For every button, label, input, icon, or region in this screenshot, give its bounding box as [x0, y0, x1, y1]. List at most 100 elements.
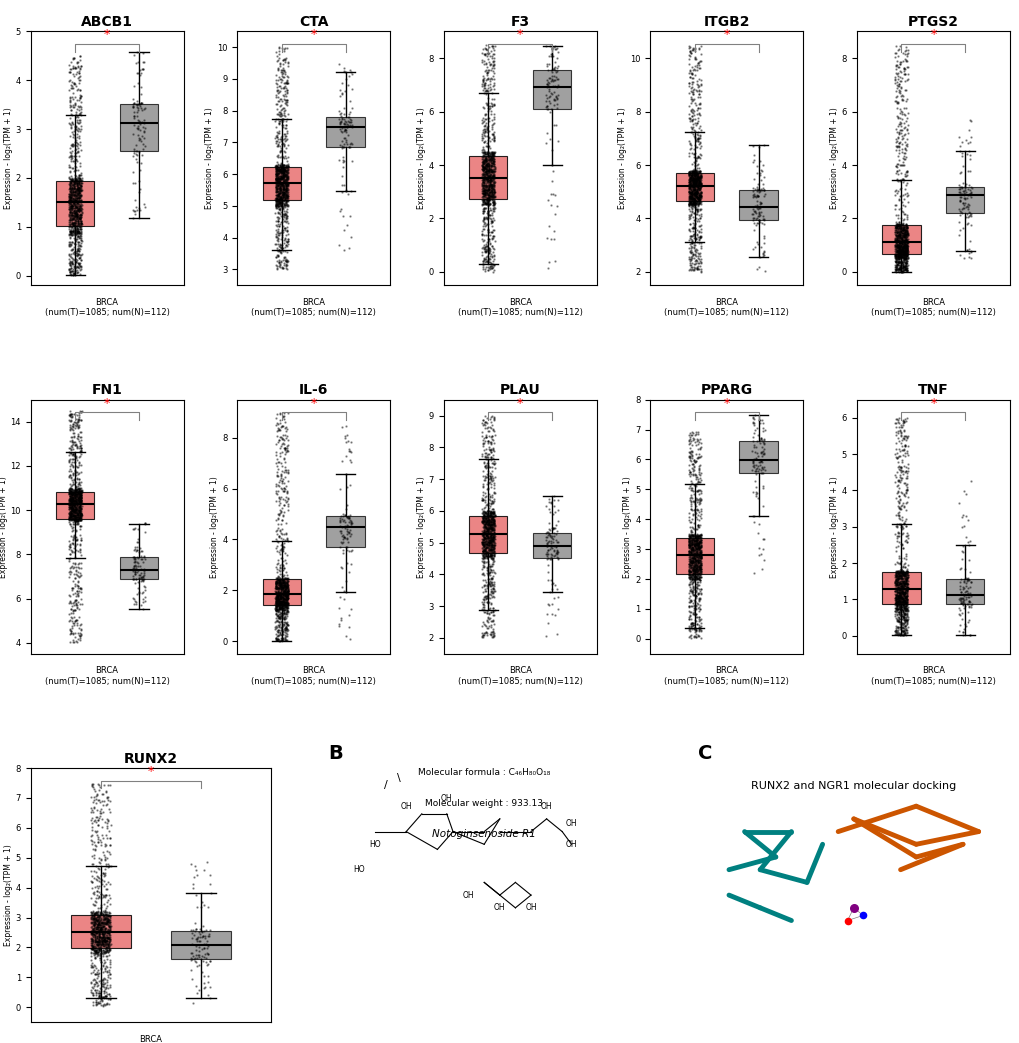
Point	[893, 535, 909, 552]
Point	[68, 507, 85, 524]
Point	[269, 631, 285, 648]
Point	[479, 50, 495, 67]
Point	[895, 550, 911, 566]
Point	[187, 953, 204, 970]
Point	[337, 71, 354, 88]
Point	[268, 603, 284, 620]
Point	[474, 128, 490, 145]
Point	[486, 602, 502, 618]
Point	[474, 244, 490, 261]
Point	[70, 409, 87, 426]
Point	[889, 563, 905, 580]
Point	[67, 184, 84, 200]
Point	[687, 532, 703, 549]
Point	[685, 616, 701, 633]
Point	[691, 599, 707, 615]
Point	[72, 495, 89, 512]
Point	[64, 114, 81, 130]
Point	[95, 865, 111, 881]
Point	[61, 64, 77, 80]
Point	[331, 137, 347, 153]
Point	[71, 185, 88, 201]
Point	[191, 956, 207, 973]
Point	[71, 495, 88, 512]
Point	[67, 413, 84, 430]
Point	[65, 440, 82, 457]
Point	[894, 432, 910, 448]
Point	[267, 204, 283, 221]
Point	[271, 454, 287, 470]
Point	[891, 585, 907, 602]
Point	[888, 234, 904, 250]
Point	[335, 152, 352, 169]
Point	[890, 245, 906, 262]
Point	[275, 185, 291, 201]
Point	[681, 178, 697, 195]
Point	[67, 555, 84, 572]
Point	[61, 406, 77, 422]
Point	[893, 253, 909, 270]
Point	[890, 236, 906, 252]
Point	[681, 164, 697, 180]
Point	[62, 468, 78, 485]
Point	[685, 532, 701, 549]
Point	[278, 428, 294, 444]
Point	[476, 79, 492, 96]
Point	[683, 541, 699, 558]
Point	[481, 548, 497, 564]
Point	[890, 243, 906, 260]
Point	[476, 157, 492, 174]
Point	[271, 575, 287, 591]
Point	[748, 419, 764, 436]
Point	[275, 562, 291, 579]
Point	[273, 472, 289, 489]
Point	[690, 95, 706, 112]
Point	[482, 414, 498, 431]
Point	[685, 169, 701, 186]
Point	[479, 163, 495, 179]
Point	[485, 628, 501, 645]
Point	[684, 575, 700, 591]
Point	[484, 190, 500, 207]
Point	[277, 207, 293, 223]
Point	[683, 568, 699, 585]
Point	[894, 112, 910, 128]
Point	[482, 548, 498, 564]
Point	[681, 195, 697, 212]
Point	[483, 583, 499, 600]
Point	[338, 119, 355, 136]
Point	[485, 583, 501, 600]
Point	[888, 236, 904, 252]
Point	[688, 203, 704, 220]
Point	[274, 589, 290, 606]
Point	[270, 598, 286, 614]
Point	[691, 224, 707, 241]
Text: C: C	[697, 744, 711, 763]
Point	[480, 168, 496, 185]
Point	[892, 418, 908, 435]
Point	[268, 168, 284, 185]
Point	[277, 592, 293, 609]
Point	[896, 571, 912, 587]
Point	[899, 245, 915, 262]
Point	[97, 933, 113, 950]
Point	[755, 231, 771, 247]
Point	[269, 176, 285, 193]
Point	[687, 532, 703, 549]
Point	[91, 914, 107, 930]
Point	[71, 203, 88, 220]
Point	[483, 185, 499, 201]
Point	[278, 595, 294, 611]
Point	[685, 190, 701, 207]
Point	[681, 574, 697, 590]
Point	[63, 216, 79, 233]
Point	[898, 225, 914, 242]
Point	[957, 589, 973, 606]
Point	[477, 548, 493, 564]
Point	[98, 996, 114, 1013]
Point	[64, 220, 81, 237]
Point	[688, 180, 704, 197]
Point	[475, 193, 491, 210]
Point	[684, 456, 700, 472]
Point	[895, 244, 911, 261]
